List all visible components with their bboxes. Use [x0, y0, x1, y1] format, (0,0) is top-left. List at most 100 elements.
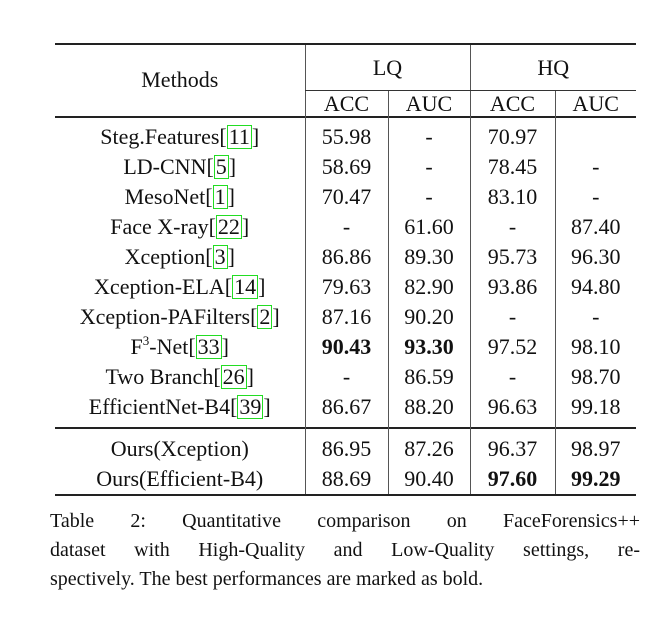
- table-row: Xception[3] 86.86 89.30 95.73 96.30: [55, 242, 636, 272]
- metric-value: -: [508, 304, 517, 329]
- method-name: Face X-ray[22]: [110, 214, 250, 239]
- citation-link[interactable]: 14: [232, 274, 259, 299]
- metric-value: 83.10: [487, 184, 538, 209]
- metric-value: 96.63: [487, 394, 538, 419]
- metric-value: 95.73: [487, 244, 538, 269]
- method-label: Steg.Features: [100, 124, 220, 149]
- value-cell: 93.30: [387, 332, 470, 362]
- lq-auc-header: AUC: [387, 90, 470, 117]
- citation-link[interactable]: 26: [220, 364, 247, 389]
- method-name: F3-Net[33]: [130, 333, 229, 359]
- table-row: EfficientNet-B4[39] 86.67 88.20 96.63 99.18: [55, 392, 636, 422]
- hq-acc-header: ACC: [469, 90, 555, 117]
- table-row: LD-CNN[5] 58.69 - 78.45 -: [55, 152, 636, 182]
- citation-link[interactable]: 39: [237, 394, 264, 419]
- value-cell: [554, 122, 636, 152]
- lq-acc-header: ACC: [304, 90, 388, 117]
- table-row: Ours(Xception) 86.95 87.26 96.37 98.97: [55, 434, 636, 464]
- value-cell: 99.29: [554, 464, 636, 494]
- metric-value: 79.63: [321, 274, 372, 299]
- value-cell: -: [469, 212, 555, 242]
- metric-value: 87.40: [571, 214, 621, 239]
- value-cell: 83.10: [469, 182, 555, 212]
- value-cell: 70.47: [304, 182, 388, 212]
- value-cell: -: [469, 362, 555, 392]
- method-label-suffix: -Net: [149, 334, 189, 359]
- table-row: Ours(Efficient-B4) 88.69 90.40 97.60 99.29: [55, 464, 636, 494]
- method-name: MesoNet[1]: [124, 184, 235, 209]
- citation-link[interactable]: 22: [215, 214, 242, 239]
- metric-value: 99.18: [571, 394, 621, 419]
- value-cell: 87.26: [387, 434, 470, 464]
- value-cell: 90.40: [387, 464, 470, 494]
- value-cell: -: [387, 152, 470, 182]
- method-label: LD-CNN: [123, 154, 207, 179]
- value-cell: -: [554, 152, 636, 182]
- method-label: Xception-ELA: [94, 274, 225, 299]
- method-name: Xception-PAFilters[2]: [79, 304, 280, 329]
- caption-line: spectively. The best performances are ma…: [50, 568, 484, 590]
- table-row: MesoNet[1] 70.47 - 83.10 -: [55, 182, 636, 212]
- citation-link[interactable]: 2: [257, 304, 273, 329]
- metric-value: 78.45: [487, 154, 538, 179]
- citation-link[interactable]: 11: [226, 124, 252, 149]
- metric-value: 97.60: [487, 466, 538, 491]
- value-cell: 88.20: [387, 392, 470, 422]
- hq-group-header: HQ: [469, 45, 636, 91]
- metric-value: -: [342, 364, 351, 389]
- method-name: Two Branch[26]: [105, 364, 254, 389]
- metric-value: 61.60: [404, 214, 454, 239]
- value-cell: 99.18: [554, 392, 636, 422]
- metric-value: 90.43: [321, 334, 372, 359]
- lq-group-header: LQ: [304, 45, 470, 91]
- metric-value: 86.59: [404, 364, 454, 389]
- metric-value: 58.69: [321, 154, 372, 179]
- caption-line: Table 2: Quantitative comparison on Face…: [50, 510, 640, 532]
- metric-value: 87.26: [404, 436, 454, 461]
- metric-value: 94.80: [571, 274, 621, 299]
- method-label: Xception-PAFilters: [79, 304, 251, 329]
- table-row: Xception-PAFilters[2] 87.16 90.20 - -: [55, 302, 636, 332]
- value-cell: 94.80: [554, 272, 636, 302]
- value-cell: 58.69: [304, 152, 388, 182]
- method-superscript: 3: [142, 333, 150, 348]
- value-cell: 97.52: [469, 332, 555, 362]
- metric-value: 70.47: [321, 184, 372, 209]
- metric-value: 88.20: [404, 394, 454, 419]
- value-cell: 96.63: [469, 392, 555, 422]
- value-cell: 88.69: [304, 464, 388, 494]
- metric-value: -: [592, 154, 600, 179]
- metric-value: 86.67: [321, 394, 372, 419]
- metric-value: 98.70: [571, 364, 621, 389]
- value-cell: -: [304, 212, 388, 242]
- value-cell: 93.86: [469, 272, 555, 302]
- citation-link[interactable]: 1: [212, 184, 228, 209]
- method-label: Face X-ray: [110, 214, 209, 239]
- metric-value: -: [592, 184, 600, 209]
- hq-auc-header: AUC: [554, 90, 636, 117]
- value-cell: -: [387, 182, 470, 212]
- citation-link[interactable]: 5: [213, 154, 229, 179]
- metric-value: 99.29: [571, 466, 621, 491]
- value-cell: 90.43: [304, 332, 388, 362]
- citation-link[interactable]: 33: [195, 334, 222, 359]
- metric-value: 87.16: [321, 304, 372, 329]
- metric-value: 96.30: [571, 244, 621, 269]
- value-cell: 86.67: [304, 392, 388, 422]
- value-cell: 98.97: [554, 434, 636, 464]
- metric-value: -: [342, 214, 351, 239]
- caption-line: dataset with High-Quality and Low-Qualit…: [50, 539, 640, 561]
- metric-value: -: [508, 214, 517, 239]
- metric-value: 86.95: [321, 436, 372, 461]
- metric-value: 98.97: [571, 436, 621, 461]
- method-name: Ours(Xception): [55, 434, 305, 464]
- value-cell: 70.97: [469, 122, 555, 152]
- metric-value: 93.86: [487, 274, 538, 299]
- method-label: Two Branch: [105, 364, 214, 389]
- metric-value: -: [508, 364, 517, 389]
- citation-link[interactable]: 3: [212, 244, 228, 269]
- value-cell: -: [304, 362, 388, 392]
- metric-value: 97.52: [487, 334, 538, 359]
- metric-value: 88.69: [321, 466, 372, 491]
- method-name: LD-CNN[5]: [123, 154, 237, 179]
